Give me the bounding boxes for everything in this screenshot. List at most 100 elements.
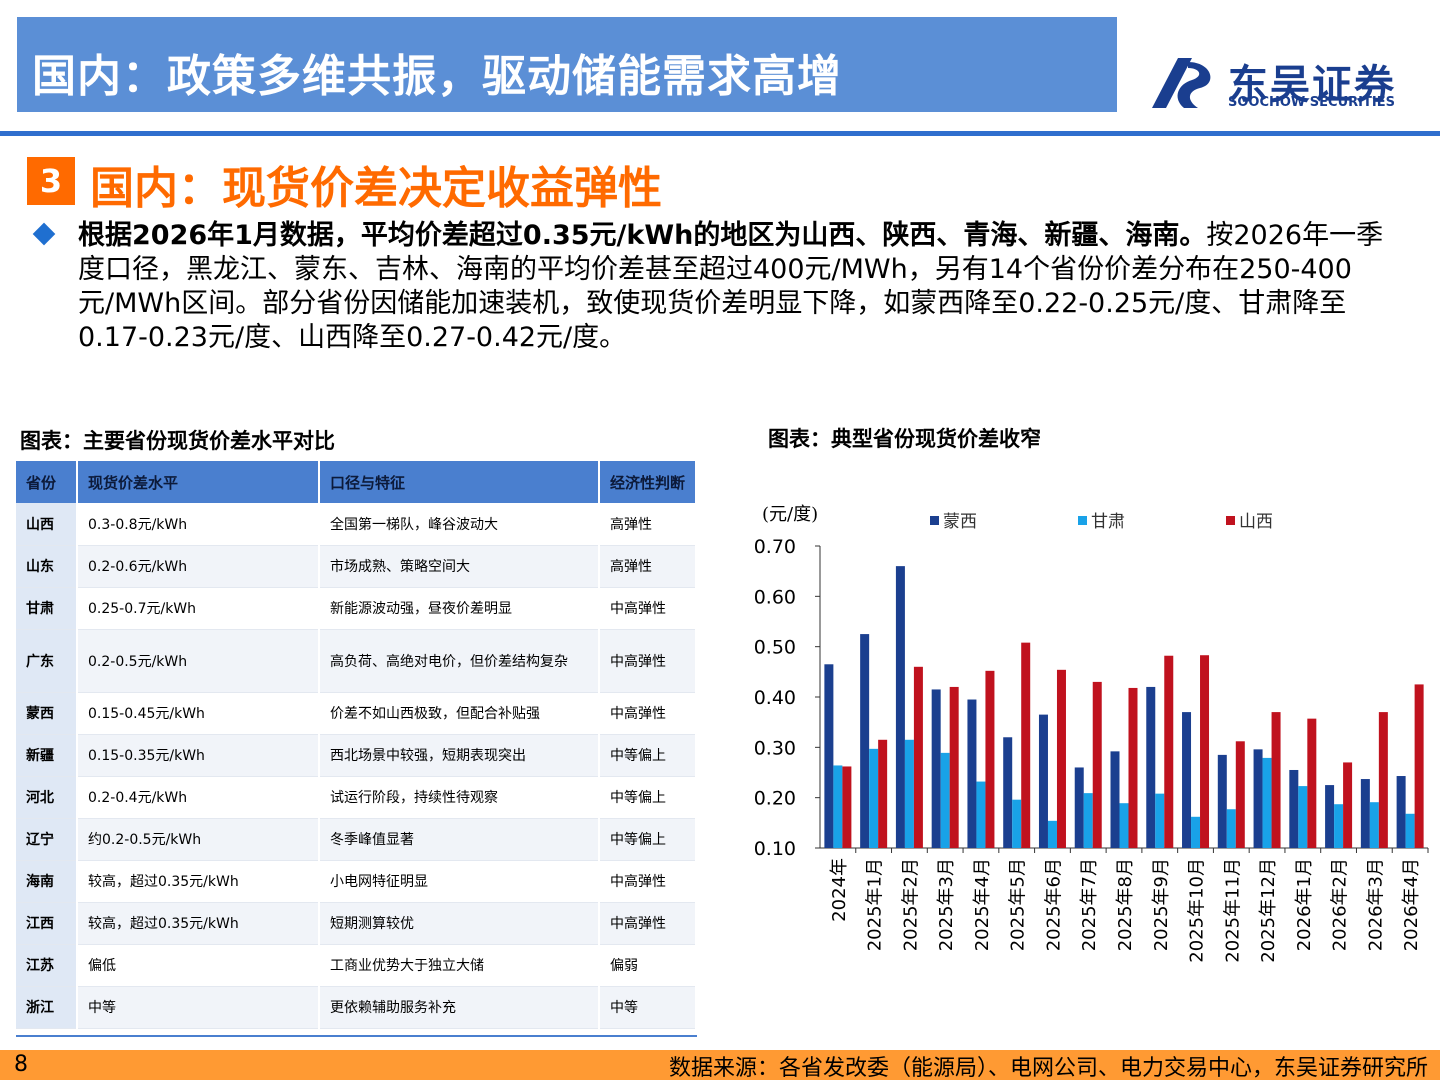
- bar-蒙西: [895, 566, 905, 848]
- cell-feature: 新能源波动强，昼夜价差明显: [319, 587, 600, 630]
- y-tick-label: 0.50: [754, 637, 796, 659]
- header-divider: [0, 131, 1440, 136]
- cell-feature: 西北场景中较强，短期表现突出: [319, 734, 600, 777]
- cell-spread: 约0.2-0.5元/kWh: [77, 818, 320, 861]
- x-tick-label: 2025年1月: [865, 858, 886, 951]
- table-row: 浙江 中等 更依赖辅助服务补充 中等: [16, 986, 697, 1029]
- cell-judgement: 中等: [599, 986, 697, 1029]
- cell-province: 蒙西: [16, 692, 78, 735]
- bar-蒙西: [1360, 779, 1370, 848]
- bar-蒙西: [1146, 686, 1156, 848]
- bar-山西: [913, 666, 923, 848]
- x-tick-label: 2025年2月: [900, 858, 921, 951]
- y-tick-label: 0.70: [754, 536, 796, 558]
- bar-甘肃: [1083, 793, 1093, 848]
- bar-山西: [1378, 712, 1388, 848]
- cell-judgement: 中等偏上: [599, 734, 697, 777]
- cell-judgement: 中高弹性: [599, 860, 697, 903]
- cell-judgement: 高弹性: [599, 503, 697, 546]
- bar-山西: [1235, 741, 1245, 848]
- table-row: 蒙西 0.15-0.45元/kWh 价差不如山西极致，但配合补贴强 中高弹性: [16, 692, 697, 735]
- soochow-logo-icon: [1152, 58, 1211, 108]
- cell-judgement: 中高弹性: [599, 629, 697, 693]
- cell-judgement: 中高弹性: [599, 692, 697, 735]
- company-logo: 东吴证券 SOOCHOW SECURITIES: [1148, 52, 1428, 114]
- table-row: 河北 0.2-0.4元/kWh 试运行阶段，持续性待观察 中等偏上: [16, 776, 697, 819]
- bar-甘肃: [869, 748, 879, 848]
- cell-feature: 价差不如山西极致，但配合补贴强: [319, 692, 600, 735]
- cell-feature: 高负荷、高绝对电价，但价差结构复杂: [319, 629, 600, 693]
- cell-province: 新疆: [16, 734, 78, 777]
- cell-province: 海南: [16, 860, 78, 903]
- x-tick-label: 2025年6月: [1043, 858, 1064, 951]
- table-row: 山西 0.3-0.8元/kWh 全国第一梯队，峰谷波动大 高弹性: [16, 503, 697, 546]
- bar-甘肃: [1155, 793, 1165, 848]
- x-tick-label: 2025年9月: [1151, 858, 1172, 951]
- x-tick-label: 2025年7月: [1079, 858, 1100, 951]
- chart-caption: 图表：典型省份现货价差收窄: [768, 427, 1041, 451]
- bar-蒙西: [860, 634, 870, 848]
- bar-甘肃: [1369, 802, 1379, 848]
- bar-甘肃: [1226, 809, 1236, 848]
- bar-蒙西: [931, 689, 941, 848]
- table-row: 江苏 偏低 工商业优势大于独立大储 偏弱: [16, 944, 697, 987]
- cell-feature: 工商业优势大于独立大储: [319, 944, 600, 987]
- page-title: 国内：政策多维共振，驱动储能需求高增: [32, 51, 842, 102]
- x-tick-label: 2025年3月: [936, 858, 957, 951]
- cell-spread: 较高，超过0.35元/kWh: [77, 902, 320, 945]
- bar-甘肃: [1012, 799, 1022, 848]
- bar-蒙西: [1038, 714, 1048, 848]
- cell-feature: 试运行阶段，持续性待观察: [319, 776, 600, 819]
- bar-甘肃: [976, 781, 986, 848]
- table-row: 江西 较高，超过0.35元/kWh 短期测算较优 中高弹性: [16, 902, 697, 945]
- bar-山西: [949, 686, 959, 848]
- cell-province: 浙江: [16, 986, 78, 1029]
- summary-bold: 根据2026年1月数据，平均价差超过0.35元/kWh的地区为山西、陕西、青海、…: [78, 220, 1207, 251]
- col-header-spread: 现货价差水平: [77, 461, 320, 503]
- col-header-judgement: 经济性判断: [599, 461, 697, 503]
- logo-chinese: 东吴证券: [1228, 62, 1396, 108]
- footer-bar: 8 数据来源：各省发改委（能源局）、电网公司、电力交易中心，东吴证券研究所: [0, 1050, 1440, 1081]
- cell-spread: 0.2-0.5元/kWh: [77, 629, 320, 693]
- bar-蒙西: [1110, 751, 1120, 848]
- bar-蒙西: [967, 699, 977, 848]
- cell-judgement: 中高弹性: [599, 902, 697, 945]
- table-caption: 图表：主要省份现货价差水平对比: [20, 429, 335, 453]
- bar-山西: [1164, 655, 1174, 848]
- y-tick-label: 0.10: [754, 838, 796, 860]
- bar-蒙西: [1253, 749, 1263, 848]
- col-header-province: 省份: [16, 461, 78, 503]
- title-bar: [17, 17, 1117, 112]
- legend-swatch: [930, 516, 939, 525]
- legend-label: 蒙西: [943, 512, 977, 532]
- bar-甘肃: [1191, 816, 1201, 848]
- x-tick-label: 2024年: [829, 858, 850, 922]
- table-row: 海南 较高，超过0.35元/kWh 小电网特征明显 中高弹性: [16, 860, 697, 903]
- y-tick-label: 0.60: [754, 586, 796, 608]
- cell-feature: 更依赖辅助服务补充: [319, 986, 600, 1029]
- cell-judgement: 中等偏上: [599, 818, 697, 861]
- cell-province: 甘肃: [16, 587, 78, 630]
- table-row: 新疆 0.15-0.35元/kWh 西北场景中较强，短期表现突出 中等偏上: [16, 734, 697, 777]
- bar-山西: [1343, 762, 1353, 848]
- bar-蒙西: [1325, 785, 1335, 848]
- cell-feature: 短期测算较优: [319, 902, 600, 945]
- bar-山西: [842, 766, 852, 848]
- bar-蒙西: [1182, 712, 1192, 848]
- cell-province: 江苏: [16, 944, 78, 987]
- table-row: 甘肃 0.25-0.7元/kWh 新能源波动强，昼夜价差明显 中高弹性: [16, 587, 697, 630]
- cell-spread: 中等: [77, 986, 320, 1029]
- table-row: 广东 0.2-0.5元/kWh 高负荷、高绝对电价，但价差结构复杂 中高弹性: [16, 629, 697, 693]
- cell-spread: 0.2-0.6元/kWh: [77, 545, 320, 588]
- bar-山西: [1200, 655, 1210, 848]
- y-tick-label: 0.20: [754, 788, 796, 810]
- cell-spread: 0.25-0.7元/kWh: [77, 587, 320, 630]
- cell-province: 山东: [16, 545, 78, 588]
- bar-甘肃: [1298, 786, 1308, 848]
- bar-甘肃: [1405, 813, 1415, 848]
- cell-province: 河北: [16, 776, 78, 819]
- x-tick-label: 2025年10月: [1187, 858, 1208, 963]
- diamond-bullet-icon: [32, 222, 56, 246]
- bar-山西: [1021, 642, 1031, 848]
- table-row: 辽宁 约0.2-0.5元/kWh 冬季峰值显著 中等偏上: [16, 818, 697, 861]
